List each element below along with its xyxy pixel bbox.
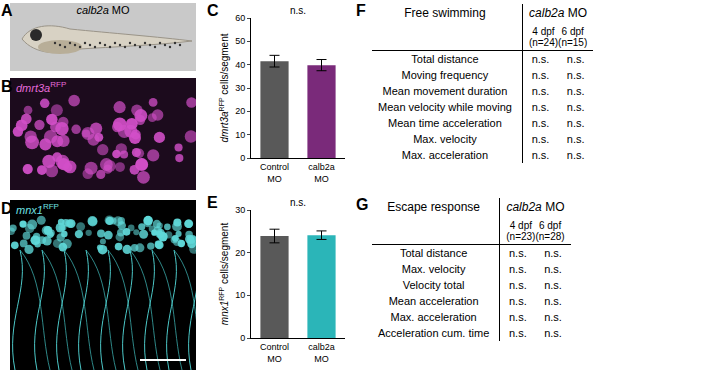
html-text:6 dpf: 6 dpf	[561, 26, 584, 37]
html-text:Max. velocity: Max. velocity	[401, 263, 466, 275]
svg-text:mnx1​RFP​ cells/segment: mnx1​RFP​ cells/segment	[218, 223, 230, 326]
svg-text:30: 30	[235, 205, 245, 215]
html-text:E: E	[207, 194, 218, 211]
html-text:n.s.: n.s.	[544, 295, 562, 307]
html-text:n.s.: n.s.	[531, 149, 550, 161]
svg-text:10: 10	[235, 290, 245, 300]
svg-text:n.s.: n.s.	[290, 5, 306, 16]
svg-text:40: 40	[235, 60, 245, 70]
html-text:n.s.: n.s.	[531, 85, 550, 97]
html-text:n.s.: n.s.	[531, 53, 550, 65]
html-text:(n=24): (n=24)	[528, 37, 559, 48]
html-text:n.s.: n.s.	[566, 133, 585, 145]
html-text:Max. velocity: Max. velocity	[413, 133, 477, 145]
html-text:calb2a MO: calb2a MO	[529, 6, 588, 20]
html-text:Max. acceleration: Max. acceleration	[390, 311, 477, 323]
html-text:n.s.: n.s.	[544, 279, 562, 291]
html-text:Moving frequency: Moving frequency	[401, 69, 489, 81]
svg-text:10: 10	[235, 130, 245, 140]
html-text:calb2a MO: calb2a MO	[506, 200, 565, 214]
html-text:n.s.: n.s.	[566, 85, 585, 97]
html-text:Acceleration cum. time: Acceleration cum. time	[378, 327, 490, 339]
svg-text:0: 0	[240, 333, 245, 343]
html-text:D: D	[1, 200, 13, 217]
html-text:4 dpf: 4 dpf	[509, 220, 532, 231]
html-text:Free swimming: Free swimming	[404, 6, 486, 20]
html-text:n.s.: n.s.	[509, 311, 527, 323]
html-text:n.s.: n.s.	[509, 327, 527, 339]
html-text:Mean acceleration: Mean acceleration	[388, 295, 479, 307]
html-text:n.s.: n.s.	[509, 263, 527, 275]
html-text:Total distance: Total distance	[411, 53, 479, 65]
html-text:F: F	[356, 2, 366, 19]
html-text:C: C	[207, 2, 219, 19]
html-text:n.s.: n.s.	[544, 311, 562, 323]
html-text:n.s.: n.s.	[566, 69, 585, 81]
html-text:Velocity total: Velocity total	[402, 279, 465, 291]
html-text:n.s.: n.s.	[509, 279, 527, 291]
html-text:n.s.: n.s.	[509, 295, 527, 307]
html-text:Mean movement duration: Mean movement duration	[382, 85, 508, 97]
html-text:n.s.: n.s.	[531, 133, 550, 145]
html-text:A: A	[1, 2, 13, 19]
html-text:6 dpf: 6 dpf	[538, 220, 562, 231]
html-text:n.s.: n.s.	[544, 263, 562, 275]
html-text:mnx1RFP: mnx1RFP	[16, 202, 59, 216]
html-text:n.s.: n.s.	[544, 247, 562, 259]
svg-text:20: 20	[235, 106, 245, 116]
html-text:calb2a MO: calb2a MO	[76, 4, 130, 16]
html-text:4 dpf: 4 dpf	[532, 26, 555, 37]
html-text:Max. acceleration: Max. acceleration	[401, 149, 488, 161]
html-text:(n=28): (n=28)	[535, 231, 565, 242]
html-text:dmrt3aRFP: dmrt3aRFP	[16, 80, 67, 94]
svg-text:60: 60	[235, 13, 245, 23]
html-text:G: G	[356, 196, 369, 213]
html-text:n.s.: n.s.	[566, 101, 585, 113]
svg-text:30: 30	[235, 83, 245, 93]
html-text:n.s.: n.s.	[566, 53, 585, 65]
html-text:n.s.: n.s.	[509, 247, 527, 259]
html-text:(n=23): (n=23)	[506, 231, 536, 242]
html-text:n.s.: n.s.	[531, 117, 550, 129]
svg-text:n.s.: n.s.	[290, 197, 306, 208]
html-text:Mean time acceleration: Mean time acceleration	[388, 117, 502, 129]
html-text:B: B	[1, 78, 13, 95]
svg-text:0: 0	[240, 153, 245, 163]
html-text:n.s.: n.s.	[531, 69, 550, 81]
svg-text:ControlMO: ControlMO	[260, 162, 289, 184]
html-text:Total distance: Total distance	[400, 247, 468, 259]
svg-text:ControlMO: ControlMO	[260, 342, 289, 364]
html-text:Mean velocity while moving: Mean velocity while moving	[378, 101, 512, 113]
html-text:n.s.: n.s.	[531, 101, 550, 113]
svg-text:calb2aMO: calb2aMO	[308, 162, 335, 184]
html-text:(n=15): (n=15)	[558, 37, 588, 48]
svg-text:50: 50	[235, 36, 245, 46]
html-text:Escape response: Escape response	[387, 200, 480, 214]
html-text:n.s.: n.s.	[544, 327, 562, 339]
html-text:n.s.: n.s.	[566, 117, 585, 129]
html-text:n.s.: n.s.	[566, 149, 585, 161]
svg-text:20: 20	[235, 248, 245, 258]
svg-text:dmrt3a​RFP​ cells/segment: dmrt3a​RFP​ cells/segment	[218, 33, 230, 142]
svg-text:calb2aMO: calb2aMO	[308, 342, 335, 364]
